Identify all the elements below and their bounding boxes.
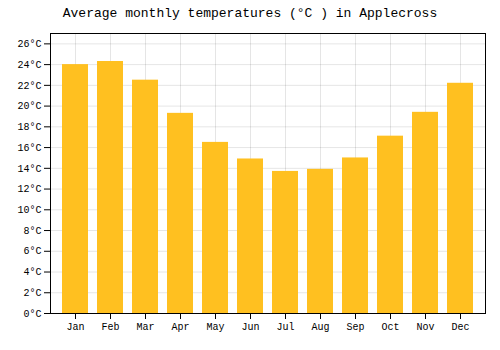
svg-text:8°C: 8°C xyxy=(23,226,41,237)
svg-text:Nov: Nov xyxy=(416,322,434,333)
svg-text:22°C: 22°C xyxy=(17,81,41,92)
svg-text:20°C: 20°C xyxy=(17,101,41,112)
svg-text:24°C: 24°C xyxy=(17,60,41,71)
svg-text:Apr: Apr xyxy=(171,322,189,333)
svg-text:May: May xyxy=(206,322,224,333)
svg-text:18°C: 18°C xyxy=(17,122,41,133)
svg-text:6°C: 6°C xyxy=(23,246,41,257)
svg-text:2°C: 2°C xyxy=(23,288,41,299)
svg-text:26°C: 26°C xyxy=(17,39,41,50)
svg-text:10°C: 10°C xyxy=(17,205,41,216)
svg-text:Sep: Sep xyxy=(346,322,364,333)
svg-text:Jan: Jan xyxy=(66,322,84,333)
svg-text:Mar: Mar xyxy=(136,322,154,333)
svg-text:Oct: Oct xyxy=(381,322,399,333)
svg-text:Jul: Jul xyxy=(276,322,294,333)
svg-text:Feb: Feb xyxy=(101,322,119,333)
svg-text:Dec: Dec xyxy=(451,322,469,333)
svg-text:14°C: 14°C xyxy=(17,164,41,175)
svg-text:12°C: 12°C xyxy=(17,184,41,195)
html-text:Average monthly temperatures (: Average monthly temperatures (°C ) in Ap… xyxy=(62,6,438,21)
svg-text:4°C: 4°C xyxy=(23,267,41,278)
svg-text:0°C: 0°C xyxy=(23,309,41,320)
svg-text:16°C: 16°C xyxy=(17,143,41,154)
svg-text:Jun: Jun xyxy=(241,322,259,333)
svg-text:Aug: Aug xyxy=(311,322,329,333)
